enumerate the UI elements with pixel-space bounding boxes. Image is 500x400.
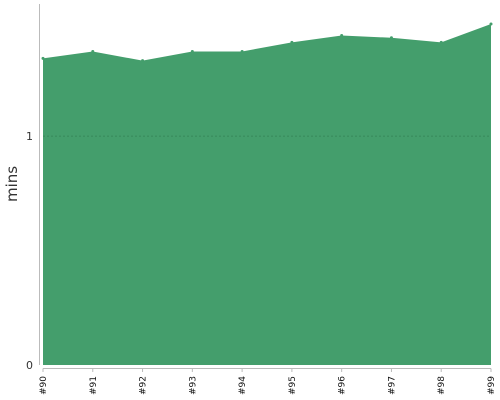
data-point-91 bbox=[91, 49, 95, 53]
data-point-97 bbox=[389, 36, 393, 40]
data-point-90 bbox=[41, 56, 45, 60]
x-tick-label: #92 bbox=[139, 376, 149, 395]
data-point-95 bbox=[290, 40, 294, 44]
data-point-98 bbox=[439, 40, 443, 44]
x-tick-label: #91 bbox=[89, 376, 99, 395]
x-tick-label: #90 bbox=[39, 376, 49, 395]
data-point-94 bbox=[240, 49, 244, 53]
x-tick-label: #93 bbox=[188, 376, 198, 395]
x-tick-label: #97 bbox=[387, 376, 397, 395]
y-tick-label: 0 bbox=[26, 359, 33, 372]
y-tick-label: 1 bbox=[26, 130, 33, 143]
area-series-0 bbox=[43, 24, 491, 366]
data-point-92 bbox=[141, 59, 145, 63]
data-point-99 bbox=[489, 22, 493, 26]
x-tick-label: #95 bbox=[288, 376, 298, 395]
x-tick-label: #94 bbox=[238, 376, 248, 395]
data-point-93 bbox=[190, 49, 194, 53]
x-tick-label: #99 bbox=[487, 376, 497, 395]
y-axis-title: mins bbox=[3, 166, 21, 202]
plot-area bbox=[41, 22, 493, 366]
x-tick-label: #98 bbox=[437, 376, 447, 395]
x-tick-label: #96 bbox=[338, 376, 348, 395]
axes: 0 1 #90 #91 #92 #93 #94 #95 #96 #97 #98 #99 bbox=[26, 4, 497, 395]
data-point-96 bbox=[340, 33, 344, 37]
